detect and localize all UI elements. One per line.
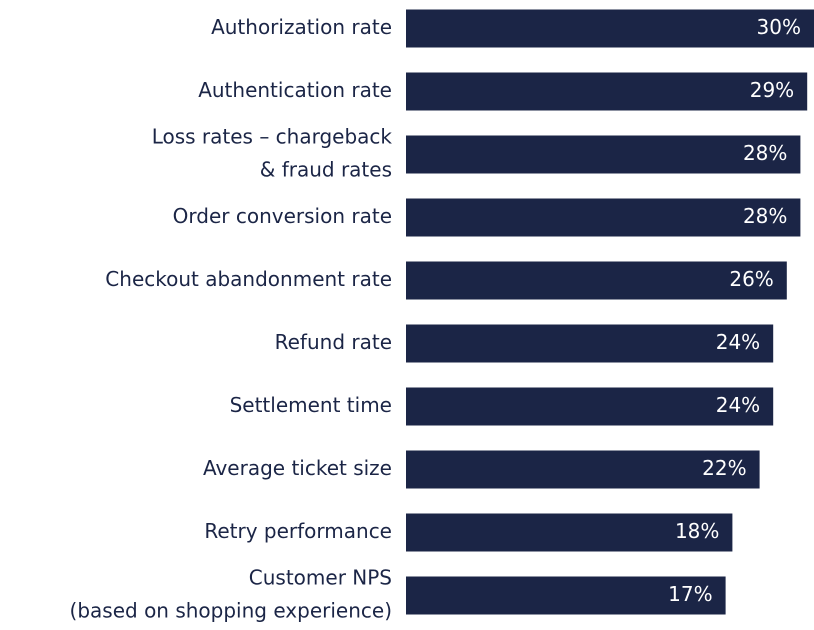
bar <box>406 513 733 552</box>
category-label: Order conversion rate <box>173 204 392 228</box>
category-label: Retry performance <box>204 519 392 543</box>
bar <box>406 9 814 48</box>
value-label: 28% <box>743 204 787 228</box>
value-label: 17% <box>668 582 712 606</box>
value-label: 28% <box>743 141 787 165</box>
category-label: Authentication rate <box>198 78 392 102</box>
bar <box>406 450 760 489</box>
value-label: 22% <box>702 456 746 480</box>
value-label: 18% <box>675 519 719 543</box>
category-label: Refund rate <box>275 330 392 354</box>
bar <box>406 72 808 111</box>
bar <box>406 576 726 615</box>
value-label: 26% <box>729 267 773 291</box>
bar <box>406 387 774 426</box>
bar <box>406 324 774 363</box>
value-label: 24% <box>716 393 760 417</box>
category-label: & fraud rates <box>260 158 392 182</box>
bar <box>406 135 801 174</box>
category-label: Checkout abandonment rate <box>105 267 392 291</box>
bar <box>406 198 801 237</box>
value-label: 29% <box>750 78 794 102</box>
value-label: 30% <box>757 15 801 39</box>
category-label: (based on shopping experience) <box>70 599 392 623</box>
category-label: Settlement time <box>230 393 392 417</box>
category-label: Loss rates – chargeback <box>152 125 393 149</box>
category-label: Average ticket size <box>203 456 392 480</box>
value-label: 24% <box>716 330 760 354</box>
bar <box>406 261 787 300</box>
category-label: Customer NPS <box>249 566 392 590</box>
category-label: Authorization rate <box>211 15 392 39</box>
